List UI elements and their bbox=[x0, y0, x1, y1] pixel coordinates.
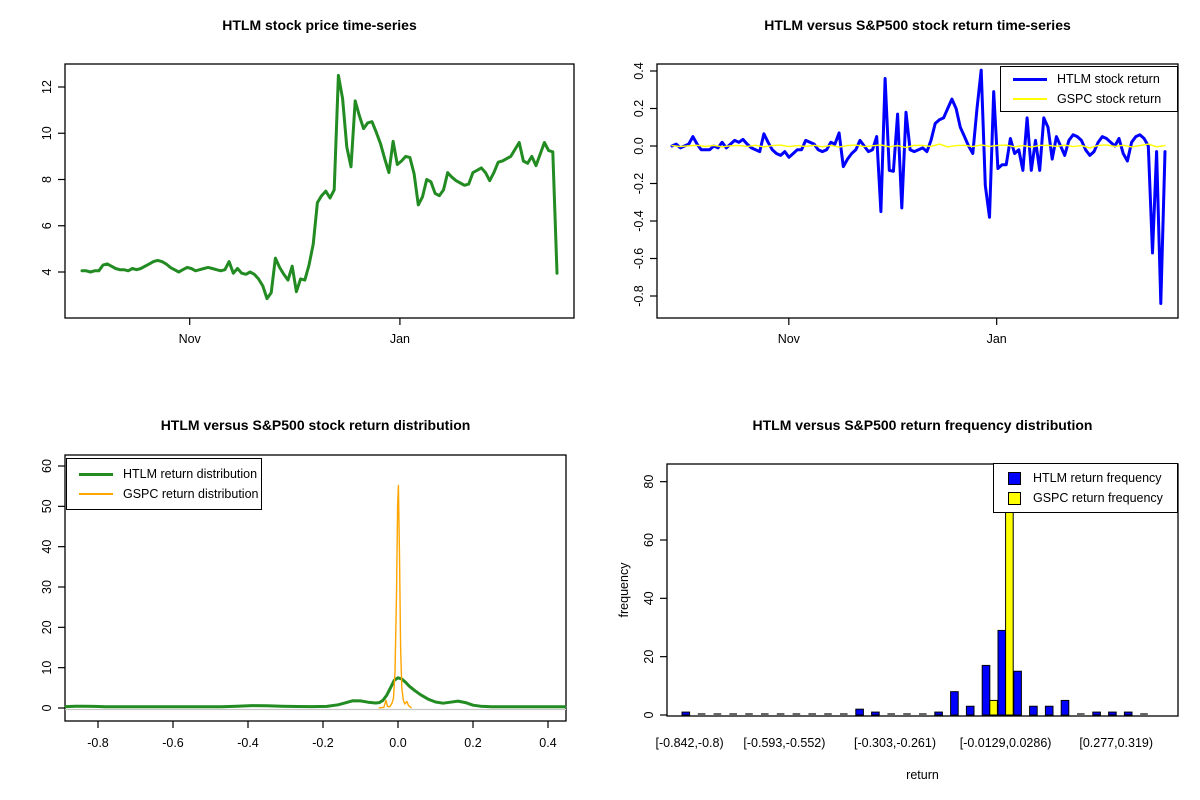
svg-text:[0.277,0.319): [0.277,0.319) bbox=[1079, 736, 1153, 750]
title-return-distribution: HTLM versus S&P500 stock return distribu… bbox=[160, 417, 471, 433]
legend-label: HTLM return distribution bbox=[123, 467, 258, 481]
svg-text:30: 30 bbox=[40, 580, 54, 594]
svg-text:[-0.593,-0.552): [-0.593,-0.552) bbox=[743, 736, 825, 750]
svg-text:0: 0 bbox=[642, 711, 656, 718]
legend-label: GSPC stock return bbox=[1057, 92, 1162, 106]
svg-text:return: return bbox=[906, 768, 939, 782]
svg-text:Jan: Jan bbox=[987, 332, 1007, 346]
legend-item: HTLM return frequency bbox=[994, 468, 1177, 488]
gspc-line-swatch bbox=[1013, 98, 1047, 100]
svg-text:frequency: frequency bbox=[617, 562, 631, 618]
htlm-line-swatch bbox=[79, 472, 113, 476]
gspc-box-swatch bbox=[1008, 491, 1021, 505]
htlm-line-swatch bbox=[1013, 77, 1047, 81]
legend-item: GSPC return frequency bbox=[994, 488, 1177, 508]
svg-text:0.2: 0.2 bbox=[464, 736, 481, 750]
legend-item: HTLM return distribution bbox=[67, 464, 261, 484]
svg-text:-0.4: -0.4 bbox=[632, 210, 646, 232]
legend-return-distribution: HTLM return distribution GSPC return dis… bbox=[66, 458, 262, 510]
legend-label: GSPC return frequency bbox=[1033, 491, 1163, 505]
svg-text:Nov: Nov bbox=[778, 332, 801, 346]
svg-text:80: 80 bbox=[642, 475, 656, 489]
svg-text:0.2: 0.2 bbox=[632, 100, 646, 117]
legend-return-frequency: HTLM return frequency GSPC return freque… bbox=[993, 463, 1178, 513]
svg-text:-0.2: -0.2 bbox=[312, 736, 334, 750]
legend-item: GSPC return distribution bbox=[67, 484, 261, 504]
svg-text:-0.2: -0.2 bbox=[632, 173, 646, 195]
svg-text:-0.6: -0.6 bbox=[632, 248, 646, 270]
title-return-frequency: HTLM versus S&P500 return frequency dist… bbox=[752, 417, 1093, 433]
legend-label: HTLM stock return bbox=[1057, 72, 1160, 86]
gspc-line-swatch bbox=[79, 493, 113, 495]
svg-text:Jan: Jan bbox=[390, 332, 410, 346]
svg-text:60: 60 bbox=[642, 533, 656, 547]
svg-text:50: 50 bbox=[40, 499, 54, 513]
svg-text:8: 8 bbox=[40, 176, 54, 183]
title-return-timeseries: HTLM versus S&P500 stock return time-ser… bbox=[764, 17, 1071, 33]
svg-text:Nov: Nov bbox=[179, 332, 202, 346]
htlm-box-swatch bbox=[1008, 471, 1021, 485]
svg-text:12: 12 bbox=[40, 80, 54, 94]
legend-label: GSPC return distribution bbox=[123, 487, 259, 501]
svg-text:0.4: 0.4 bbox=[632, 62, 646, 79]
legend-item: HTLM stock return bbox=[1001, 69, 1177, 89]
legend-label: HTLM return frequency bbox=[1033, 471, 1162, 485]
svg-text:6: 6 bbox=[40, 222, 54, 229]
svg-text:10: 10 bbox=[40, 661, 54, 675]
legend-return-timeseries: HTLM stock return GSPC stock return bbox=[1000, 66, 1178, 112]
svg-text:20: 20 bbox=[40, 620, 54, 634]
svg-text:-0.6: -0.6 bbox=[162, 736, 184, 750]
svg-text:40: 40 bbox=[642, 591, 656, 605]
svg-text:10: 10 bbox=[40, 126, 54, 140]
svg-text:60: 60 bbox=[40, 459, 54, 473]
svg-text:0.0: 0.0 bbox=[632, 137, 646, 154]
svg-text:0.0: 0.0 bbox=[389, 736, 406, 750]
title-price-timeseries: HTLM stock price time-series bbox=[222, 17, 417, 33]
svg-text:-0.8: -0.8 bbox=[87, 736, 109, 750]
svg-text:4: 4 bbox=[40, 268, 54, 275]
svg-text:-0.4: -0.4 bbox=[237, 736, 259, 750]
svg-text:0: 0 bbox=[40, 704, 54, 711]
svg-text:[-0.842,-0.8): [-0.842,-0.8) bbox=[656, 736, 724, 750]
svg-text:20: 20 bbox=[642, 650, 656, 664]
svg-text:40: 40 bbox=[40, 540, 54, 554]
svg-text:0.4: 0.4 bbox=[539, 736, 556, 750]
legend-item: GSPC stock return bbox=[1001, 89, 1177, 109]
svg-text:-0.8: -0.8 bbox=[632, 285, 646, 307]
svg-text:[-0.0129,0.0286): [-0.0129,0.0286) bbox=[960, 736, 1052, 750]
svg-text:[-0.303,-0.261): [-0.303,-0.261) bbox=[854, 736, 936, 750]
